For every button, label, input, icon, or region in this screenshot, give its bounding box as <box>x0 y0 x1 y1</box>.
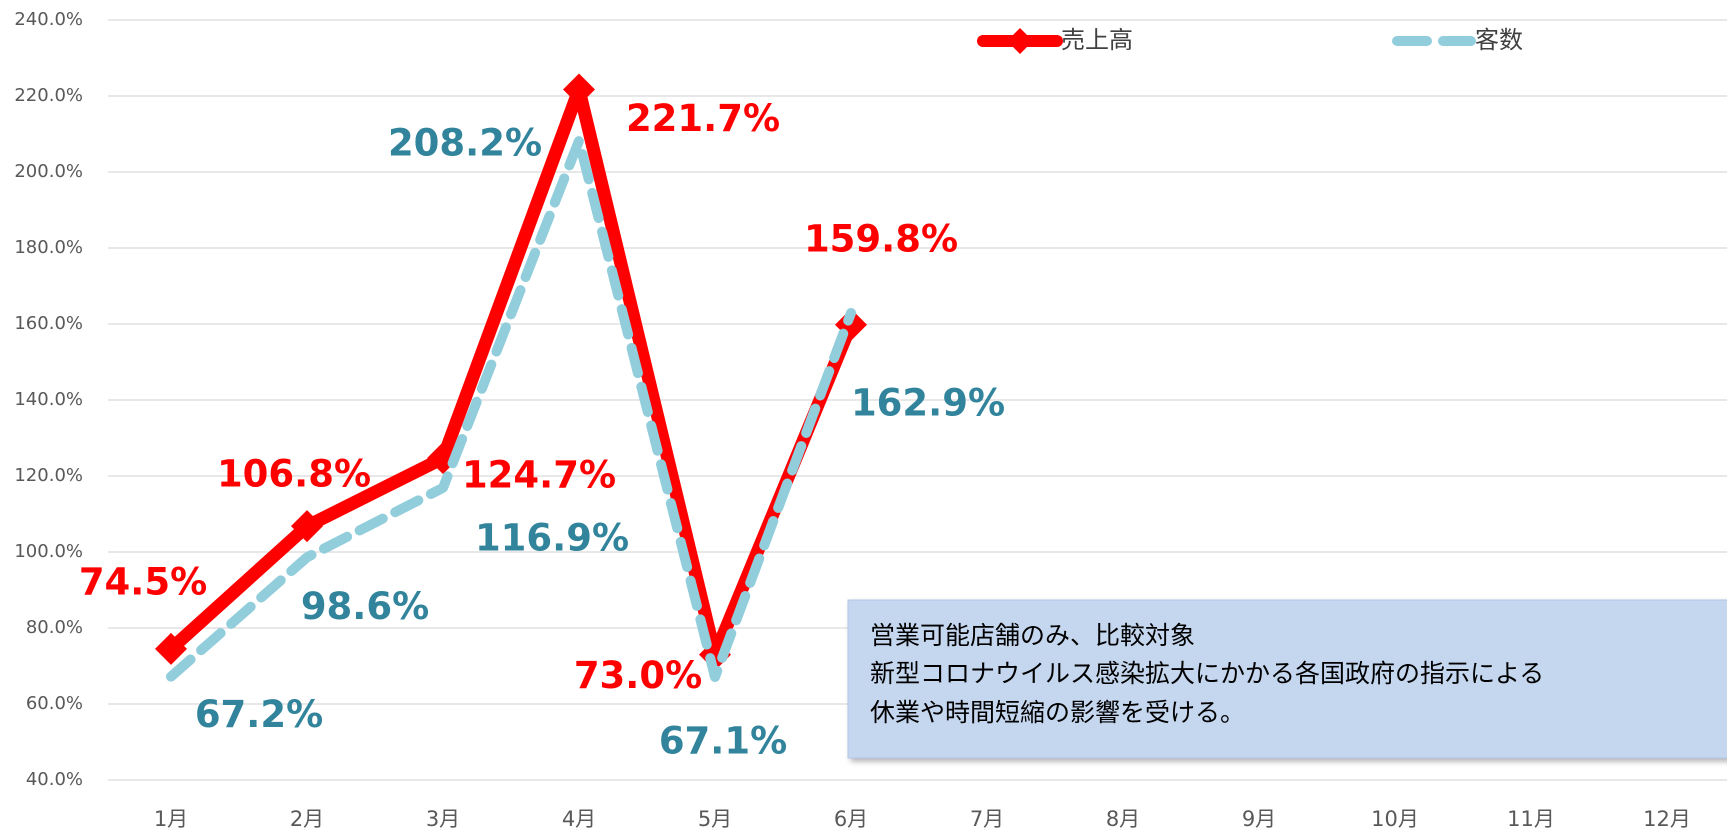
annotation-line: 営業可能店舗のみ、比較対象 <box>870 621 1195 650</box>
annotation-box <box>847 599 1727 759</box>
legend-marker <box>1007 28 1033 54</box>
plot <box>155 73 867 683</box>
data-label: 162.9% <box>851 381 1005 424</box>
marker <box>155 632 187 665</box>
y-tick-label: 240.0% <box>14 9 83 30</box>
data-label: 67.2% <box>195 693 323 736</box>
y-tick-label: 220.0% <box>14 85 83 106</box>
marker <box>291 510 323 543</box>
data-label: 67.1% <box>659 720 787 763</box>
y-tick-label: 200.0% <box>14 161 83 182</box>
x-tick-label: 4月 <box>562 807 596 829</box>
legend-label: 客数 <box>1475 26 1523 54</box>
y-tick-label: 40.0% <box>26 769 83 790</box>
x-tick-label: 7月 <box>970 807 1004 829</box>
x-tick-label: 8月 <box>1106 807 1140 829</box>
data-label: 106.8% <box>217 453 371 496</box>
x-tick-label: 12月 <box>1643 807 1691 829</box>
x-tick-label: 6月 <box>834 807 868 829</box>
x-tick-label: 5月 <box>698 807 732 829</box>
series-line <box>164 83 858 662</box>
y-tick-label: 180.0% <box>14 237 83 258</box>
x-tick-label: 3月 <box>426 807 460 829</box>
y-tick-label: 120.0% <box>14 465 83 486</box>
data-label: 208.2% <box>388 121 542 164</box>
x-tick-label: 10月 <box>1371 807 1419 829</box>
y-tick-label: 100.0% <box>14 541 83 562</box>
x-tick-label: 1月 <box>154 807 188 829</box>
data-label: 116.9% <box>475 516 629 559</box>
y-tick-label: 60.0% <box>26 693 83 714</box>
x-tick-label: 11月 <box>1507 807 1555 829</box>
data-label: 124.7% <box>462 454 616 497</box>
data-label: 98.6% <box>301 585 429 628</box>
y-tick-label: 160.0% <box>14 313 83 334</box>
data-label: 74.5% <box>79 560 207 603</box>
data-label: 159.8% <box>804 217 958 260</box>
x-tick-label: 9月 <box>1242 807 1276 829</box>
y-tick-label: 80.0% <box>26 617 83 638</box>
annotation-line: 休業や時間短縮の影響を受ける。 <box>870 698 1245 727</box>
annotation-line: 新型コロナウイルス感染拡大にかかる各国政府の指示による <box>870 659 1544 688</box>
data-label: 221.7% <box>626 97 780 140</box>
marker <box>563 73 595 106</box>
labels: 74.5% 106.8% 124.7% 221.7% 73.0% 159.8% 67.2% 9… <box>79 97 1005 762</box>
series-line <box>166 135 856 683</box>
legend-label: 売上高 <box>1061 26 1133 54</box>
x-tick-label: 2月 <box>290 807 324 829</box>
data-label: 73.0% <box>574 654 702 697</box>
y-tick-label: 140.0% <box>14 389 83 410</box>
